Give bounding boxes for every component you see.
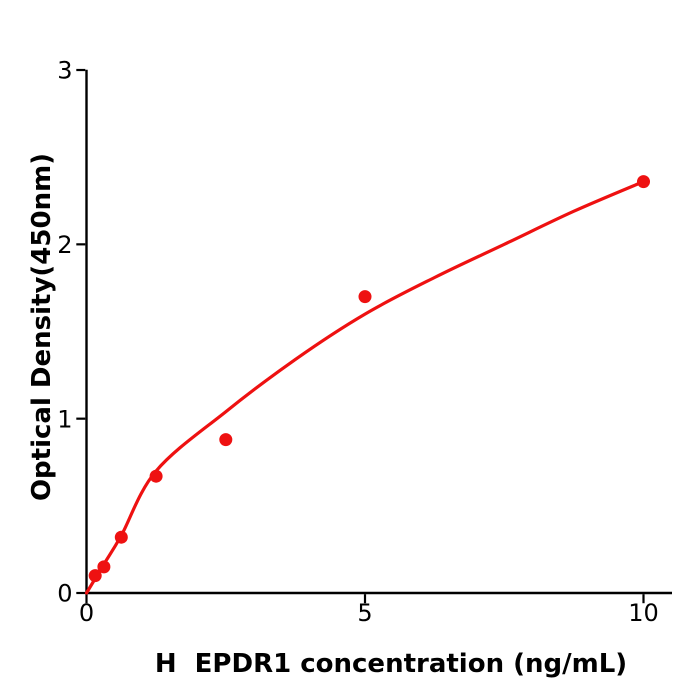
x-tick-label: 10	[628, 599, 659, 627]
tick-marks	[76, 68, 645, 604]
y-axis-title: Optical Density(450nm)	[27, 153, 57, 501]
fit-curve-layer	[84, 180, 646, 595]
data-point	[219, 433, 233, 447]
y-tick-label: 0	[57, 580, 72, 608]
y-tick-label: 3	[57, 57, 72, 85]
x-tick-labels: 0 5 10	[79, 599, 659, 627]
fit-curve	[84, 180, 646, 595]
data-point	[97, 560, 111, 574]
data-point	[149, 469, 163, 483]
axes	[85, 69, 672, 595]
y-tick-labels: 0 1 2 3	[57, 57, 72, 608]
x-axis-title: H EPDR1 concentration (ng/mL)	[155, 649, 627, 679]
data-point	[114, 530, 128, 544]
x-tick-label: 5	[357, 599, 372, 627]
data-point	[358, 290, 372, 304]
data-point	[637, 175, 650, 189]
x-tick-label: 0	[79, 599, 94, 627]
data-point	[88, 569, 102, 583]
y-tick-label: 2	[57, 231, 72, 259]
data-points-layer	[88, 175, 650, 583]
y-tick-label: 1	[57, 405, 72, 433]
